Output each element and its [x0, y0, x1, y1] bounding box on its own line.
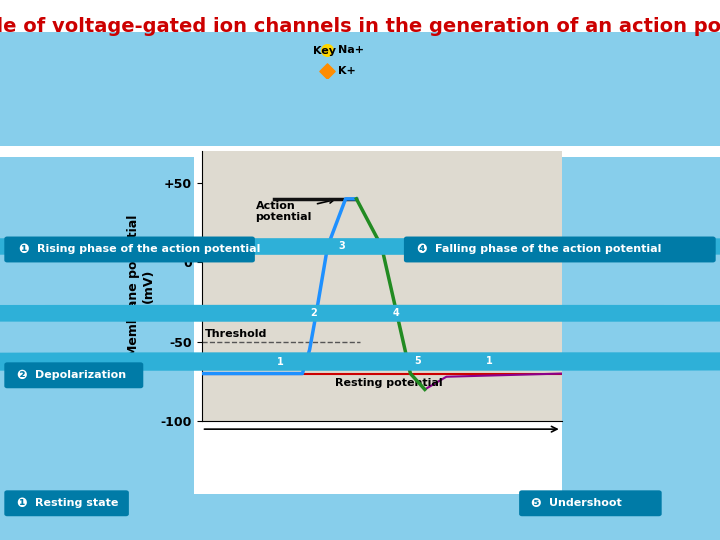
Text: Key: Key: [313, 46, 336, 56]
Text: Action
potential: Action potential: [256, 199, 334, 222]
Text: 2: 2: [310, 308, 317, 318]
Text: ❹: ❹: [416, 243, 427, 256]
Text: 3: 3: [338, 241, 346, 252]
Text: 5: 5: [414, 356, 421, 366]
Text: ❶: ❶: [16, 497, 27, 510]
Text: 1: 1: [486, 356, 493, 366]
Text: Depolarization: Depolarization: [35, 370, 126, 380]
Text: ❷: ❷: [16, 369, 27, 382]
Text: Na+: Na+: [338, 45, 364, 55]
Text: ❺: ❺: [531, 497, 541, 510]
Text: Threshold: Threshold: [205, 329, 268, 340]
Text: Resting potential: Resting potential: [335, 378, 442, 388]
Circle shape: [0, 353, 720, 368]
Text: Falling phase of the action potential: Falling phase of the action potential: [435, 245, 661, 254]
Text: The role of voltage-gated ion channels in the generation of an action potential: The role of voltage-gated ion channels i…: [0, 17, 720, 36]
Circle shape: [0, 306, 720, 321]
Text: ❶: ❶: [18, 243, 29, 256]
Text: 1: 1: [277, 357, 284, 367]
Circle shape: [0, 353, 720, 368]
Text: 4: 4: [392, 308, 400, 318]
Y-axis label: Membrane potential
(mV): Membrane potential (mV): [127, 215, 155, 357]
Circle shape: [0, 306, 720, 321]
Point: [321, 67, 333, 76]
Circle shape: [0, 355, 720, 370]
Circle shape: [0, 239, 720, 254]
Text: K+: K+: [338, 66, 356, 77]
Text: Undershoot: Undershoot: [549, 498, 622, 508]
Text: Resting state: Resting state: [35, 498, 118, 508]
Point: [321, 45, 333, 54]
Text: Rising phase of the action potential: Rising phase of the action potential: [37, 245, 261, 254]
